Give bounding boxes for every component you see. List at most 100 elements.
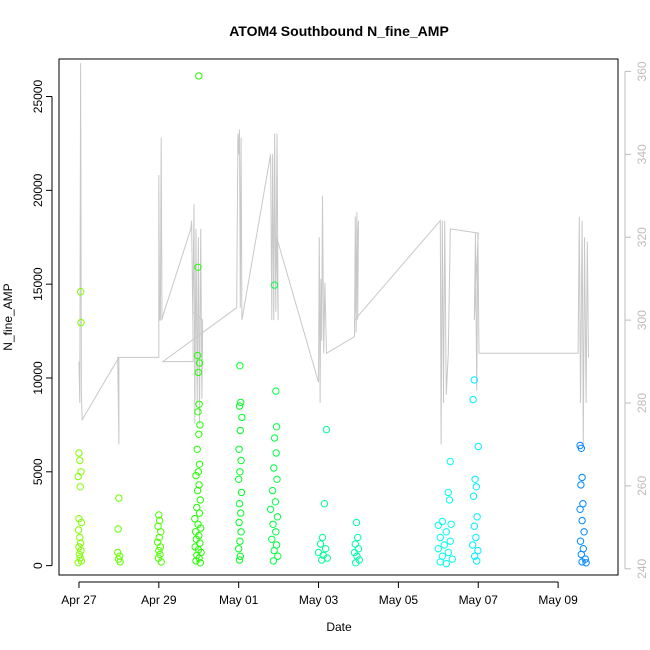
- data-point: [196, 559, 205, 567]
- data-point: [236, 362, 244, 370]
- data-point: [470, 376, 478, 384]
- data-point: [237, 509, 245, 517]
- data-point: [352, 518, 361, 527]
- data-point: [448, 555, 456, 563]
- data-point: [194, 368, 203, 377]
- data-point: [194, 263, 202, 271]
- data-point: [191, 515, 199, 523]
- data-point: [235, 475, 243, 483]
- data-point: [472, 533, 480, 542]
- trace-line: [78, 63, 589, 445]
- data-point: [76, 483, 84, 491]
- data-point: [446, 457, 454, 466]
- data-point: [270, 434, 279, 442]
- data-point: [354, 545, 363, 553]
- data-point: [578, 473, 586, 482]
- data-point: [270, 281, 279, 289]
- data-point: [235, 500, 244, 508]
- data-point: [269, 520, 277, 528]
- x-tick-label: May 05: [379, 593, 419, 607]
- data-point: [320, 500, 329, 508]
- data-point: [157, 558, 165, 566]
- data-point: [195, 460, 204, 468]
- data-point: [114, 525, 122, 533]
- data-point: [193, 486, 202, 495]
- data-point: [351, 540, 359, 548]
- y-axis-label: N_fine_AMP: [1, 283, 15, 350]
- data-point: [193, 351, 202, 360]
- data-point: [76, 456, 84, 465]
- data-point: [322, 425, 331, 434]
- y-tick-label: 15000: [31, 267, 45, 301]
- data-point: [195, 531, 203, 540]
- data-point: [316, 540, 325, 548]
- data-point: [440, 541, 448, 549]
- data-point: [74, 526, 83, 534]
- data-point: [196, 539, 204, 547]
- data-point: [577, 550, 585, 559]
- x-tick-label: May 01: [219, 593, 259, 607]
- data-point: [322, 545, 330, 553]
- x-tick-label: May 09: [538, 593, 578, 607]
- data-point: [442, 528, 450, 536]
- x-tick-label: Apr 27: [61, 593, 97, 607]
- data-point: [354, 533, 362, 542]
- data-point: [272, 449, 280, 457]
- data-point: [578, 558, 586, 566]
- data-point: [446, 537, 454, 545]
- data-point: [155, 511, 163, 519]
- data-point: [237, 398, 245, 407]
- data-point: [350, 548, 359, 557]
- data-point: [74, 472, 82, 481]
- data-point: [273, 475, 281, 483]
- data-point: [436, 533, 444, 542]
- data-point: [75, 550, 84, 559]
- data-point: [116, 558, 124, 566]
- data-point: [155, 533, 163, 542]
- data-point: [192, 557, 200, 565]
- data-point: [272, 387, 280, 395]
- data-point: [114, 548, 122, 557]
- x-tick-label: Apr 29: [141, 593, 177, 607]
- y2-tick-label: 300: [635, 310, 649, 330]
- data-point: [470, 522, 478, 530]
- data-point: [115, 494, 123, 502]
- data-point: [580, 528, 588, 536]
- data-point: [442, 560, 450, 568]
- data-point: [271, 498, 280, 506]
- data-point: [272, 528, 280, 536]
- data-point: [472, 483, 480, 491]
- data-point: [75, 449, 83, 457]
- y-axis: 0 5000 10000 15000 20000 25000: [31, 80, 53, 569]
- data-point: [473, 513, 481, 521]
- data-point: [270, 464, 278, 472]
- data-point: [195, 509, 204, 517]
- data-point: [436, 558, 444, 566]
- data-point: [474, 442, 482, 451]
- data-point: [576, 505, 584, 513]
- data-point: [195, 72, 203, 80]
- data-point: [582, 559, 590, 567]
- data-point: [273, 513, 282, 521]
- data-point: [235, 445, 243, 453]
- y-tick-label: 20000: [31, 173, 45, 207]
- data-point: [268, 535, 276, 543]
- data-point: [197, 524, 205, 532]
- data-point: [434, 521, 442, 529]
- data-point: [195, 400, 203, 408]
- data-point: [469, 541, 477, 549]
- data-point: [266, 505, 275, 513]
- data-point: [75, 543, 83, 551]
- data-point: [236, 426, 245, 435]
- data-point: [444, 548, 452, 557]
- x-axis: Apr 27 Apr 29 May 01 May 03 May 05 May 07 May …: [61, 581, 578, 607]
- data-point: [237, 456, 245, 465]
- y2-axis: 240 260 280 300 320 340 360: [624, 61, 649, 579]
- data-point: [156, 543, 165, 551]
- data-point: [578, 516, 586, 525]
- data-point: [195, 430, 203, 438]
- data-point: [444, 488, 452, 497]
- y-tick-label: 0: [31, 562, 45, 569]
- data-point: [193, 445, 201, 453]
- data-point: [268, 486, 277, 495]
